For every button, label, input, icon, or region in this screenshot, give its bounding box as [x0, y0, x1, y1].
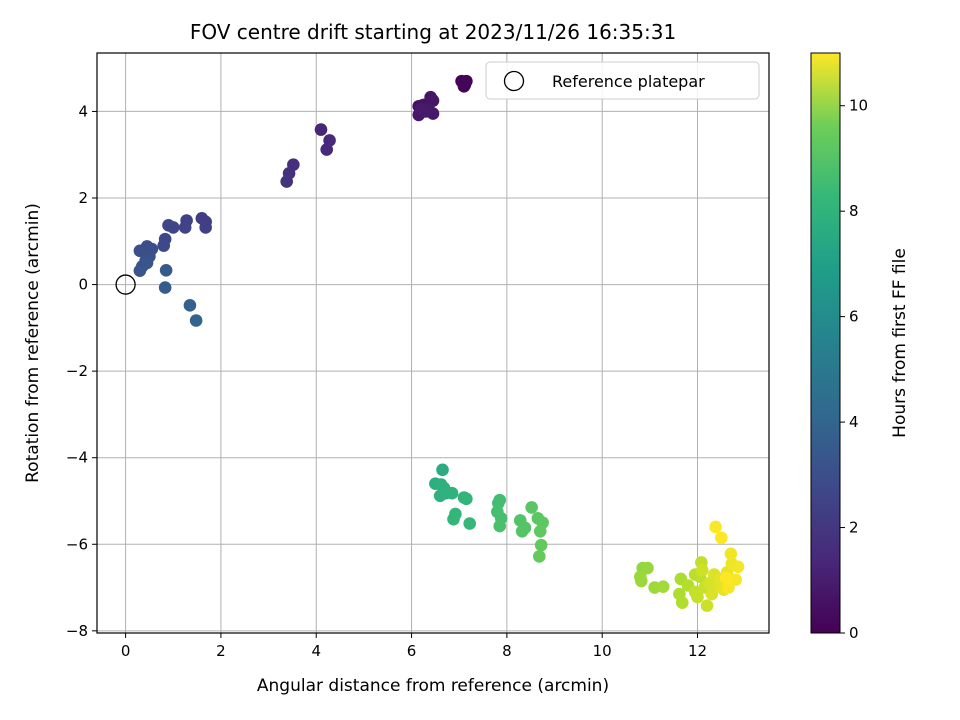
colorbar-label: Hours from first FF file	[890, 248, 910, 438]
colorbar-tick-label: 8	[849, 202, 859, 220]
data-point	[157, 239, 171, 252]
y-tick-label: −2	[66, 362, 88, 380]
data-point	[436, 463, 449, 477]
colorbar-tick-label: 10	[849, 97, 868, 115]
data-point	[715, 531, 728, 545]
plot-frame	[96, 52, 770, 634]
data-point	[162, 218, 175, 232]
data-point	[314, 123, 328, 136]
data-point	[460, 492, 473, 506]
reference-marker-group	[115, 274, 136, 295]
data-point	[280, 175, 293, 188]
data-point	[731, 560, 745, 574]
data-point	[641, 561, 654, 575]
data-point	[705, 587, 719, 601]
data-point	[700, 599, 714, 613]
y-tick-label: 2	[78, 189, 88, 207]
colorbar-tick-label: 2	[849, 519, 859, 537]
legend-reference-marker	[503, 70, 525, 92]
legend-box	[485, 61, 760, 100]
y-axis-label: Rotation from reference (arcmin)	[23, 203, 43, 483]
data-point	[158, 281, 172, 294]
x-tick-label: 2	[216, 642, 226, 660]
y-tick-label: −4	[66, 449, 88, 467]
x-axis-label: Angular distance from reference (arcmin)	[257, 676, 609, 696]
data-point	[447, 512, 460, 526]
y-tick-label: 0	[78, 276, 88, 294]
data-point	[493, 519, 507, 533]
x-tick-label: 8	[502, 642, 512, 660]
colorbar-tick-label: 0	[849, 624, 859, 642]
data-point	[463, 517, 476, 530]
colorbar	[810, 52, 841, 634]
data-point	[320, 143, 334, 156]
data-point	[724, 547, 738, 561]
data-point	[140, 256, 154, 270]
legend-entry-reference: Reference platepar	[552, 72, 705, 91]
data-point	[159, 263, 173, 277]
data-point	[183, 299, 197, 312]
y-tick-label: −6	[66, 535, 88, 553]
data-point	[414, 102, 428, 116]
data-point	[722, 581, 735, 594]
data-point	[709, 520, 722, 534]
legend: Reference platepar	[485, 61, 760, 100]
data-point	[456, 76, 470, 90]
x-tick-label: 6	[407, 642, 417, 660]
data-point	[675, 596, 689, 610]
data-point	[634, 574, 648, 588]
x-axis-ticks: 0 2 4 6 8 10 12	[121, 633, 707, 660]
data-point	[534, 538, 548, 552]
data-point	[533, 524, 547, 538]
data-point	[695, 563, 709, 577]
data-point	[199, 221, 212, 234]
data-point	[445, 486, 459, 500]
x-tick-label: 10	[593, 642, 612, 660]
data-point	[189, 314, 203, 327]
y-tick-label: −8	[66, 622, 88, 640]
colorbar-tick-label: 4	[849, 413, 859, 431]
colorbar-tick-label: 6	[849, 308, 859, 326]
data-point	[532, 550, 546, 563]
data-point	[133, 244, 147, 258]
data-point	[178, 221, 192, 234]
y-tick-label: 4	[78, 102, 88, 120]
x-tick-label: 0	[121, 642, 131, 660]
x-tick-label: 12	[688, 642, 707, 660]
data-point	[656, 580, 670, 593]
y-axis-ticks: −8 −6 −4 −2 0 2 4	[66, 102, 97, 640]
colorbar-ticks: 0 2 4 6 8 10	[840, 97, 868, 642]
data-point	[691, 590, 704, 604]
reference-platepar-marker	[115, 274, 136, 295]
chart-title: FOV centre drift starting at 2023/11/26 …	[190, 20, 676, 44]
data-point	[525, 501, 538, 514]
data-point	[719, 571, 733, 585]
x-tick-label: 4	[311, 642, 321, 660]
data-point	[515, 524, 529, 538]
data-points	[133, 74, 745, 613]
